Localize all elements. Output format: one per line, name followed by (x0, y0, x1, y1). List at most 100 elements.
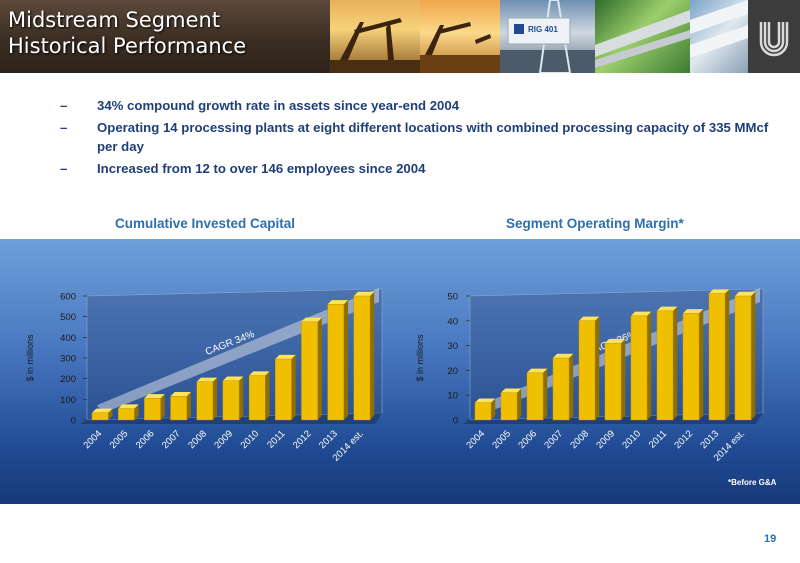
page-number: 19 (764, 533, 777, 545)
pipeline-field-photo (595, 0, 690, 73)
oil-pumps-photo (420, 0, 500, 73)
chart-title-operating-margin: Segment Operating Margin* (506, 216, 684, 231)
bar-top (578, 316, 600, 321)
company-logo (748, 0, 800, 73)
bar-side (517, 388, 522, 420)
bar-side (751, 291, 756, 420)
y-axis-label: $ in millions (25, 334, 35, 382)
y-tick-label: 600 (60, 292, 76, 303)
y-tick-label: 10 (447, 391, 458, 402)
bar-top (682, 309, 704, 314)
pipes-illustration (690, 0, 748, 58)
bar-top (301, 317, 322, 322)
x-tick-label: 2008 (186, 428, 209, 451)
x-tick-label: 2012 (291, 428, 314, 451)
y-tick-label: 20 (447, 366, 458, 377)
bar (327, 304, 345, 421)
title-block: Midstream Segment Historical Performance (0, 0, 330, 73)
bar-side (134, 404, 139, 420)
bar-top (275, 354, 296, 360)
x-tick-label: 2013 (317, 428, 340, 451)
chart-panel: 0 100 200 300 400 500 600 $ in millions CAGR 34%… (0, 239, 800, 504)
x-tick-label: 2011 (265, 428, 287, 450)
bar (353, 295, 371, 421)
x-tick-label: 2012 (672, 428, 695, 451)
bar-top (526, 368, 548, 373)
y-tick-label: 50 (447, 292, 458, 303)
bar-side (343, 300, 349, 420)
bar-side (699, 309, 704, 420)
x-tick-label: 2010 (239, 428, 262, 451)
bar-side (265, 371, 270, 420)
y-tick-label: 500 (60, 312, 76, 323)
bar-top (500, 388, 522, 393)
bar-side (317, 317, 322, 420)
bullet-list: – 34% compound growth rate in assets sin… (60, 96, 780, 180)
chart-title-invested-capital: Cumulative Invested Capital (115, 216, 296, 231)
bar (144, 398, 161, 421)
bullet-item: – 34% compound growth rate in assets sin… (60, 96, 780, 116)
bar (170, 396, 187, 421)
bullet-item: – Increased from 12 to over 146 employee… (60, 159, 780, 179)
x-tick-label: 2010 (620, 428, 643, 451)
bar (734, 295, 752, 421)
x-tick-label: 2006 (516, 428, 539, 451)
x-tick-label: 2005 (108, 428, 131, 451)
bar (248, 375, 266, 421)
bar-top (708, 289, 730, 294)
bar-side (621, 338, 626, 420)
x-tick-label: 2011 (647, 428, 669, 450)
y-tick-label: 40 (447, 316, 458, 327)
bar (196, 381, 214, 421)
bar (656, 310, 674, 421)
x-tick-label: 2005 (490, 428, 513, 451)
bar (552, 357, 570, 421)
bar (526, 372, 544, 421)
x-tick-label: 2009 (594, 428, 617, 451)
bar (301, 321, 318, 421)
bar (604, 342, 622, 421)
bar (630, 315, 648, 421)
bullet-text: Increased from 12 to over 146 employees … (97, 160, 426, 176)
y-tick-label: 400 (60, 333, 76, 344)
bar-side (160, 394, 165, 420)
bullet-dash: – (60, 160, 68, 176)
bar (222, 380, 240, 421)
x-tick-label: 2013 (698, 428, 721, 451)
y-tick-label: 100 (60, 395, 76, 406)
bar-side (491, 398, 496, 420)
y-tick-label: 300 (60, 354, 76, 365)
oil-pumps-silhouette (420, 22, 500, 73)
bar-top (118, 404, 139, 409)
bar-top (249, 371, 270, 376)
bullet-text: Operating 14 processing plants at eight … (97, 119, 769, 155)
page-title-line-2: Historical Performance (8, 34, 247, 58)
bullet-text: 34% compound growth rate in assets since… (97, 98, 460, 113)
x-tick-label: 2006 (134, 428, 157, 451)
bar-side (186, 392, 191, 420)
header-banner: Midstream Segment Historical Performance… (0, 0, 800, 74)
y-axis-label: $ in millions (415, 334, 425, 382)
y-tick-label: 200 (60, 374, 76, 385)
bar-side (569, 353, 574, 420)
bar (708, 293, 726, 421)
y-tick-label: 30 (447, 341, 458, 352)
oil-pump-photo (330, 0, 420, 73)
bar-top (222, 376, 244, 381)
bar-side (370, 291, 375, 420)
bar-side (595, 316, 600, 420)
bar-side (108, 408, 113, 420)
bar (275, 358, 292, 421)
bar (578, 320, 596, 421)
x-tick-label: 2009 (212, 428, 235, 451)
bar-top (327, 300, 349, 305)
bar-top (656, 306, 678, 311)
pipeline-illustration (595, 10, 690, 68)
drilling-rig-photo: RIG 401 (500, 0, 595, 74)
bar-side (647, 311, 652, 420)
oil-pump-silhouette (330, 18, 420, 73)
bar (474, 402, 492, 421)
bar-top (630, 311, 652, 316)
bar-top (91, 408, 113, 413)
y-tick-label: 0 (453, 416, 458, 427)
